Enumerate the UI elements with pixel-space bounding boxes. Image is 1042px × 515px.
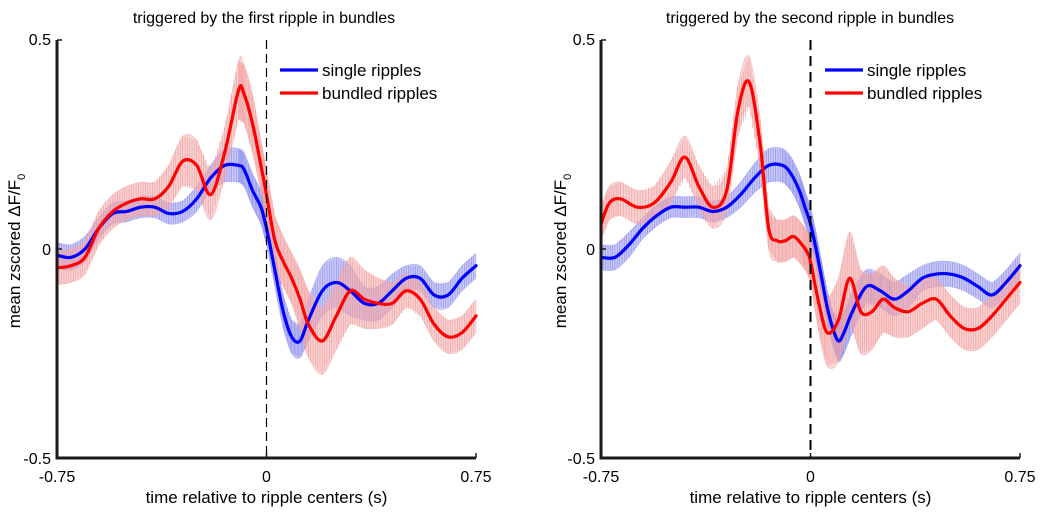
legend-label-single-ripples: single ripples [867, 61, 966, 80]
y-tick-label: 0 [586, 242, 595, 259]
x-tick-label: -0.75 [583, 469, 620, 486]
chart-panel-2: triggered by the second ripple in bundle… [551, 10, 1036, 507]
legend: single ripples bundled ripples [280, 61, 437, 103]
y-tick-label: -0.5 [23, 451, 51, 468]
x-tick-label: 0 [806, 469, 815, 486]
series-line-single-ripples [599, 162, 1022, 343]
x-tick-label: 0.75 [460, 469, 491, 486]
legend-label-bundled-ripples: bundled ripples [322, 84, 437, 103]
series-line-bundled-ripples [599, 79, 1022, 335]
x-tick-label: -0.75 [39, 469, 76, 486]
legend: single ripples bundled ripples [825, 61, 982, 103]
x-tick-label: 0 [262, 469, 271, 486]
chart-title: triggered by the second ripple in bundle… [666, 10, 954, 27]
y-axis-title: mean zscored ΔF/F0 [551, 174, 574, 328]
y-tick-label: 0 [42, 242, 51, 259]
y-tick-label: -0.5 [567, 451, 595, 468]
x-tick-label: 0.75 [1004, 469, 1035, 486]
y-tick-label: 0.5 [29, 32, 51, 49]
x-axis-title: time relative to ripple centers (s) [690, 488, 932, 507]
legend-label-bundled-ripples: bundled ripples [867, 84, 982, 103]
chart-title: triggered by the first ripple in bundles [133, 10, 395, 27]
x-axis-title: time relative to ripple centers (s) [146, 488, 388, 507]
y-tick-label: 0.5 [573, 32, 595, 49]
chart-panel-1: triggered by the first ripple in bundles… [5, 10, 492, 507]
y-axis-title: mean zscored ΔF/F0 [5, 174, 28, 328]
legend-label-single-ripples: single ripples [322, 61, 421, 80]
